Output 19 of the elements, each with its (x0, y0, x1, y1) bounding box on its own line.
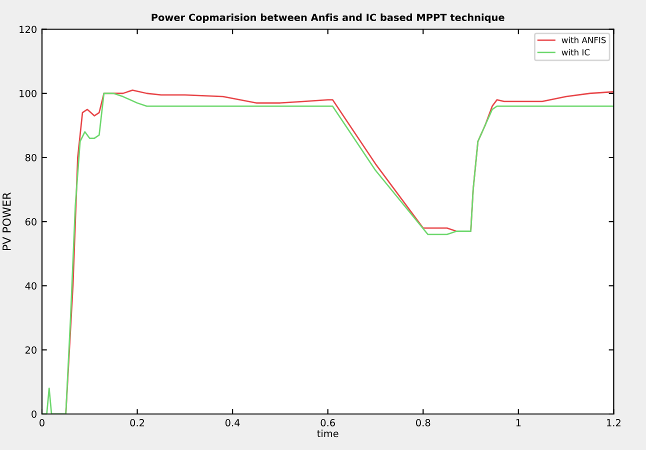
x-tick-label: 0.4 (225, 419, 240, 426)
y-axis-title: PV POWER (2, 192, 11, 250)
legend-label: with IC (562, 48, 590, 56)
legend-label: with ANFIS (562, 36, 606, 44)
x-tick-label: 0.2 (130, 419, 144, 426)
chart-title: Power Copmarision between Anfis and IC based MPPT technique (152, 14, 504, 23)
y-tick-label: 120 (20, 26, 36, 34)
y-tick-label: 0 (32, 410, 36, 418)
y-tick-label: 60 (25, 218, 36, 226)
y-tick-label: 40 (25, 282, 36, 290)
y-tick-label: 20 (25, 346, 36, 354)
x-tick-label: 1.2 (607, 419, 620, 426)
x-tick-label: 0.6 (320, 419, 335, 426)
x-tick-label: 1 (516, 419, 521, 426)
y-tick-label: 100 (20, 90, 36, 98)
y-tick-label: 80 (25, 154, 36, 162)
x-tick-label: 0.8 (416, 419, 430, 426)
x-axis-title: time (317, 430, 338, 438)
x-tick-label: 0 (40, 419, 44, 426)
